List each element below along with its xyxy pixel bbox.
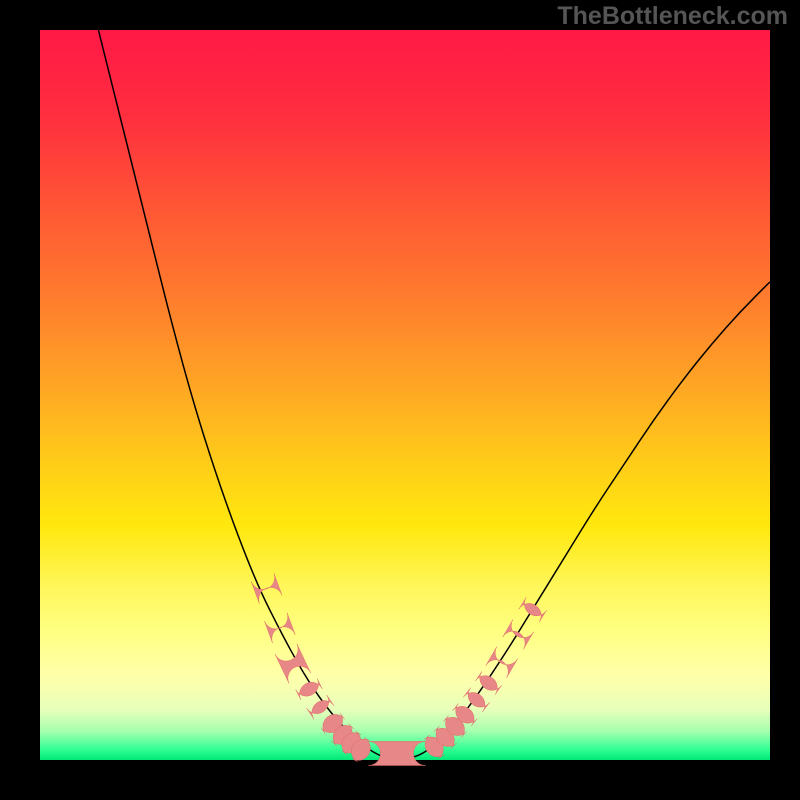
- bottleneck-chart: TheBottleneck.com: [0, 0, 800, 800]
- plot-background: [40, 30, 770, 760]
- chart-canvas: TheBottleneck.com: [0, 0, 800, 800]
- watermark-label: TheBottleneck.com: [557, 2, 788, 30]
